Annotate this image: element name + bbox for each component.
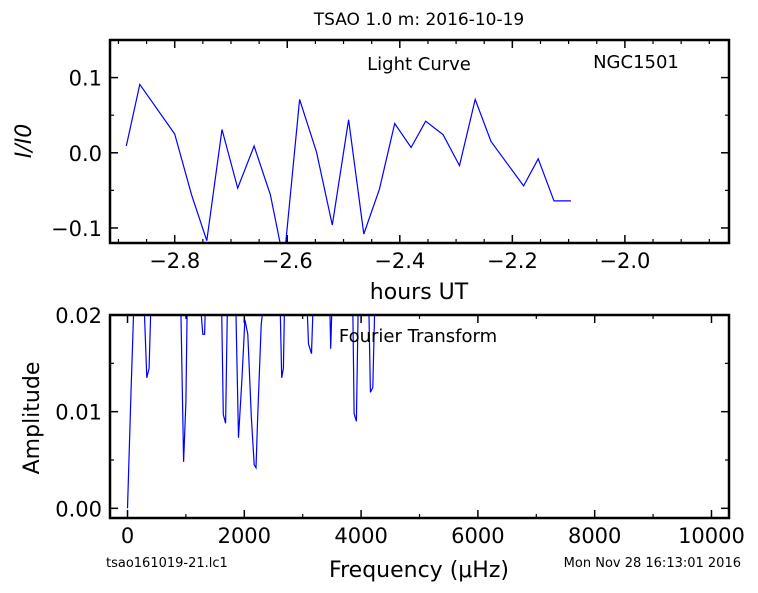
fourier-annotation: Fourier Transform bbox=[339, 326, 497, 347]
fourier-x-tick-label: 2000 bbox=[218, 524, 271, 548]
object-name-label: NGC1501 bbox=[593, 52, 679, 73]
light-curve-x-axis-label: hours UT bbox=[370, 280, 469, 305]
figure-title: TSAO 1.0 m: 2016-10-19 bbox=[313, 10, 525, 30]
light-curve-line bbox=[125, 82, 571, 243]
light-curve-panel: −2.8 −2.6 −2.4 −2.2 −2.0 −0.1 0.0 0.1 Light Cu… bbox=[12, 38, 731, 305]
fourier-y-tick-label: 0.01 bbox=[55, 401, 102, 425]
light-curve-x-tick-label: −2.6 bbox=[262, 249, 313, 273]
light-curve-x-tick-label: −2.0 bbox=[599, 249, 650, 273]
footer-filename: tsao161019-21.lc1 bbox=[106, 556, 228, 571]
light-curve-y-axis-label: I/I0 bbox=[12, 124, 37, 158]
fourier-y-tick-label: 0.02 bbox=[55, 304, 102, 328]
fourier-x-tick-label: 10000 bbox=[678, 524, 745, 548]
light-curve-y-tick-label: 0.0 bbox=[69, 142, 102, 166]
fourier-x-tick-label: 8000 bbox=[568, 524, 621, 548]
fourier-x-tick-label: 6000 bbox=[451, 524, 504, 548]
light-curve-x-tick-labels: −2.8 −2.6 −2.4 −2.2 −2.0 bbox=[149, 249, 650, 273]
fourier-y-tick-label: 0.00 bbox=[55, 497, 102, 521]
fourier-y-tick-labels: 0.00 0.01 0.02 bbox=[55, 304, 102, 521]
light-curve-annotation: Light Curve bbox=[367, 54, 471, 75]
light-curve-y-tick-labels: −0.1 0.0 0.1 bbox=[51, 67, 102, 241]
footer-timestamp: Mon Nov 28 16:13:01 2016 bbox=[564, 556, 741, 571]
light-curve-x-tick-label: −2.4 bbox=[374, 249, 425, 273]
light-curve-y-tick-label: −0.1 bbox=[51, 217, 102, 241]
fourier-x-tick-labels: 0 2000 4000 6000 8000 10000 bbox=[121, 524, 745, 548]
fourier-y-axis-label: Amplitude bbox=[20, 362, 45, 475]
fourier-x-tick-label: 0 bbox=[121, 524, 134, 548]
light-curve-x-tick-label: −2.2 bbox=[487, 249, 538, 273]
fourier-panel: 0 2000 4000 6000 8000 10000 0.00 0.01 0.02 Four… bbox=[20, 304, 745, 583]
light-curve-frame bbox=[108, 38, 731, 245]
fourier-x-tick-label: 4000 bbox=[334, 524, 387, 548]
light-curve-y-tick-label: 0.1 bbox=[69, 67, 102, 91]
fourier-x-axis-label: Frequency (μHz) bbox=[329, 558, 509, 583]
light-curve-x-tick-label: −2.8 bbox=[149, 249, 200, 273]
fourier-amplitude-line bbox=[126, 315, 376, 509]
fourier-frame bbox=[108, 313, 731, 520]
